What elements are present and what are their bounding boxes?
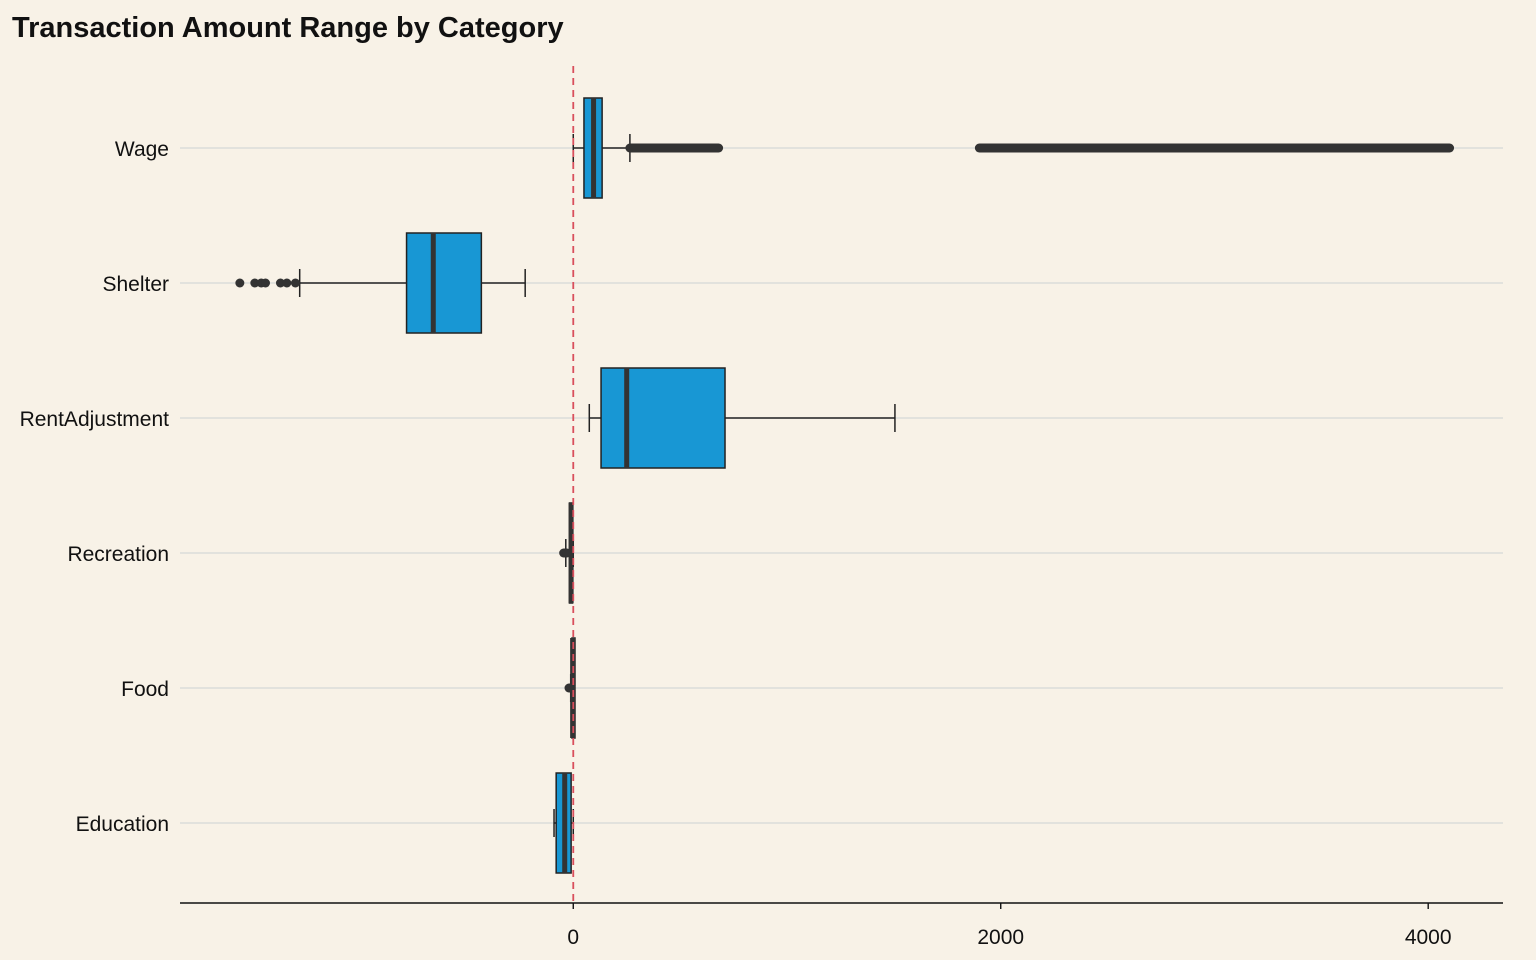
chart-title: Transaction Amount Range by Category <box>12 12 564 44</box>
box-rentadjustment <box>600 367 726 469</box>
y-tick-label-rentadjustment: RentAdjustment <box>20 408 170 431</box>
outlier-point-shelter-3 <box>260 278 270 288</box>
y-tick-label-shelter: Shelter <box>102 273 169 296</box>
outlier-point-recreation-2 <box>562 548 572 558</box>
x-tick-label-0: 0 <box>567 926 579 949</box>
x-tick-label-2000: 2000 <box>977 926 1024 949</box>
outlier-point-shelter-1 <box>250 278 260 288</box>
box-shelter <box>405 232 483 334</box>
outlier-point-shelter-4 <box>275 278 285 288</box>
outlier-point-shelter-6 <box>290 278 300 288</box>
outlier-point-shelter-5 <box>282 278 292 288</box>
y-tick-label-food: Food <box>121 678 169 701</box>
y-tick-label-wage: Wage <box>115 138 169 161</box>
outlier-point-food-2 <box>566 683 576 693</box>
y-tick-label-recreation: Recreation <box>67 543 169 566</box>
y-tick-label-education: Education <box>76 813 169 836</box>
x-tick-label-4000: 4000 <box>1405 926 1452 949</box>
outlier-point-shelter-0 <box>235 278 245 288</box>
